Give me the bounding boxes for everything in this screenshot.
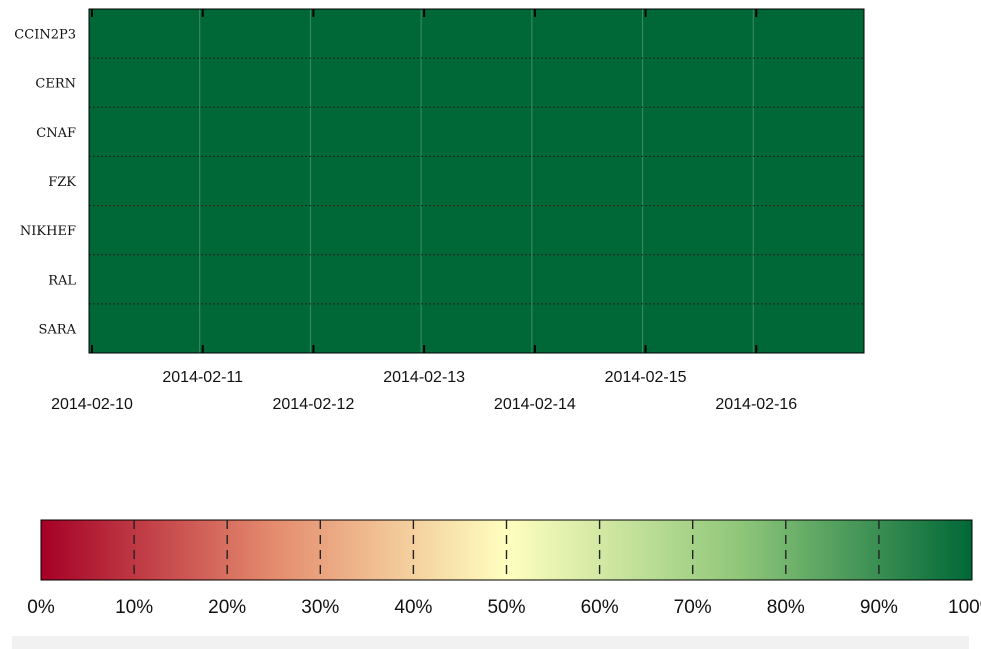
colorbar-label: 10% [115,597,153,618]
heatmap-cell [753,107,865,157]
heatmap-cell [642,9,754,59]
date-label: 2014-02-11 [162,369,243,386]
heatmap-cell [310,107,422,157]
colorbar-label: 90% [860,597,898,618]
heatmap-cell [310,58,422,108]
colorbar [40,519,973,581]
colorbar-label: 70% [674,597,712,618]
site-label: NIKHEF [20,224,76,239]
site-label: FZK [48,175,76,190]
colorbar-label: 0% [27,597,55,618]
heatmap-cell [642,205,754,256]
date-label: 2014-02-10 [51,396,133,413]
date-label: 2014-02-13 [383,369,465,386]
heatmap-cell [531,254,644,305]
heatmap-cell [421,205,533,256]
heatmap-cell [642,107,754,157]
heatmap-cell [89,107,201,157]
heatmap-cell [531,9,644,59]
heatmap-cell [531,205,644,256]
heatmap-cell [310,254,422,305]
heatmap-cell [199,205,311,256]
colorbar-labels: 0% 10% 20% 30% 40% 50% 60% 70% 80% 90% 100% [27,597,981,618]
heatmap [88,8,865,354]
heatmap-cell [753,303,865,354]
colorbar-label: 80% [767,597,805,618]
heatmap-cell [753,205,865,256]
heatmap-cell [199,9,311,59]
site-label: RAL [48,273,76,288]
colorbar-label: 40% [394,597,432,618]
heatmap-cell [421,156,533,207]
heatmap-cell [199,58,311,108]
heatmap-cell [421,254,533,305]
heatmap-cell [531,107,644,157]
heatmap-cell [310,9,422,59]
heatmap-cell [89,254,201,305]
site-label: CCIN2P3 [14,28,76,43]
heatmap-cell [421,58,533,108]
heatmap-cell [310,303,422,354]
heatmap-cell [310,156,422,207]
date-label: 2014-02-14 [494,396,576,413]
heatmap-cell [89,9,201,59]
heatmap-cell [531,58,644,108]
site-label: SARA [39,322,77,337]
colorbar-label: 100% [948,597,981,618]
date-labels: 2014-02-10 2014-02-11 2014-02-12 2014-02-13… [51,369,797,413]
heatmap-cell [421,107,533,157]
site-labels: CCIN2P3 CERN CNAF FZK NIKHEF RAL SARA [14,28,76,338]
site-label: CNAF [36,126,76,141]
heatmap-cell [753,254,865,305]
heatmap-cell [89,303,201,354]
heatmap-cell [753,156,865,207]
heatmap-cell [310,205,422,256]
colorbar-label: 30% [301,597,339,618]
colorbar-label: 60% [581,597,619,618]
heatmap-cell [89,58,201,108]
heatmap-cell [421,303,533,354]
heatmap-cell [642,303,754,354]
heatmap-cell [89,156,201,207]
site-label: CERN [35,77,76,92]
heatmap-cell [642,58,754,108]
colorbar-label: 20% [208,597,246,618]
plot-frame [88,8,865,354]
heatmap-cell [531,156,644,207]
heatmap-cell [199,303,311,354]
colorbar-label: 50% [487,597,525,618]
heatmap-cell [199,254,311,305]
heatmap-cell [89,205,201,256]
heatmap-cell [531,303,644,354]
date-label: 2014-02-12 [273,396,355,413]
heatmap-cell [642,254,754,305]
heatmap-cell [642,156,754,207]
heatmap-cell [753,58,865,108]
heatmap-cell [199,156,311,207]
heatmap-cell [199,107,311,157]
date-label: 2014-02-16 [715,396,797,413]
heatmap-cell [421,9,533,59]
date-label: 2014-02-15 [605,369,687,386]
heatmap-cell [753,9,865,59]
footer-bar [12,636,969,649]
